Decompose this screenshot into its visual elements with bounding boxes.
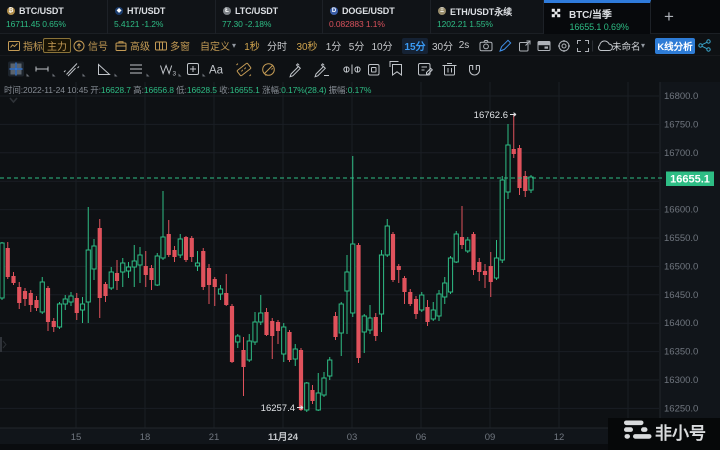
svg-text:16400.0: 16400.0 — [664, 318, 698, 329]
svg-text:12: 12 — [554, 432, 565, 443]
svg-text:21: 21 — [209, 432, 220, 443]
svg-text:16500.0: 16500.0 — [664, 261, 698, 272]
svg-text:16800.0: 16800.0 — [664, 91, 698, 102]
svg-text:3: 3 — [173, 71, 177, 78]
svg-text:16762.6: 16762.6 — [474, 110, 508, 121]
svg-text:16257.4: 16257.4 — [261, 403, 295, 414]
svg-text:18: 18 — [140, 432, 151, 443]
svg-text:16750.0: 16750.0 — [664, 119, 698, 130]
svg-text:06: 06 — [416, 432, 427, 443]
svg-text:11月24: 11月24 — [268, 432, 299, 443]
svg-text:09: 09 — [485, 432, 496, 443]
svg-text:非小号: 非小号 — [655, 423, 706, 443]
svg-text:15: 15 — [71, 432, 82, 443]
svg-text:16550.0: 16550.0 — [664, 233, 698, 244]
svg-text:16655.1: 16655.1 — [670, 174, 710, 186]
svg-text:16600.0: 16600.0 — [664, 205, 698, 216]
svg-text:16700.0: 16700.0 — [664, 148, 698, 159]
svg-text:03: 03 — [347, 432, 358, 443]
svg-text:Aa: Aa — [209, 65, 224, 77]
svg-text:16350.0: 16350.0 — [664, 347, 698, 358]
svg-text:16300.0: 16300.0 — [664, 375, 698, 386]
svg-text:16250.0: 16250.0 — [664, 403, 698, 414]
svg-text:16450.0: 16450.0 — [664, 290, 698, 301]
